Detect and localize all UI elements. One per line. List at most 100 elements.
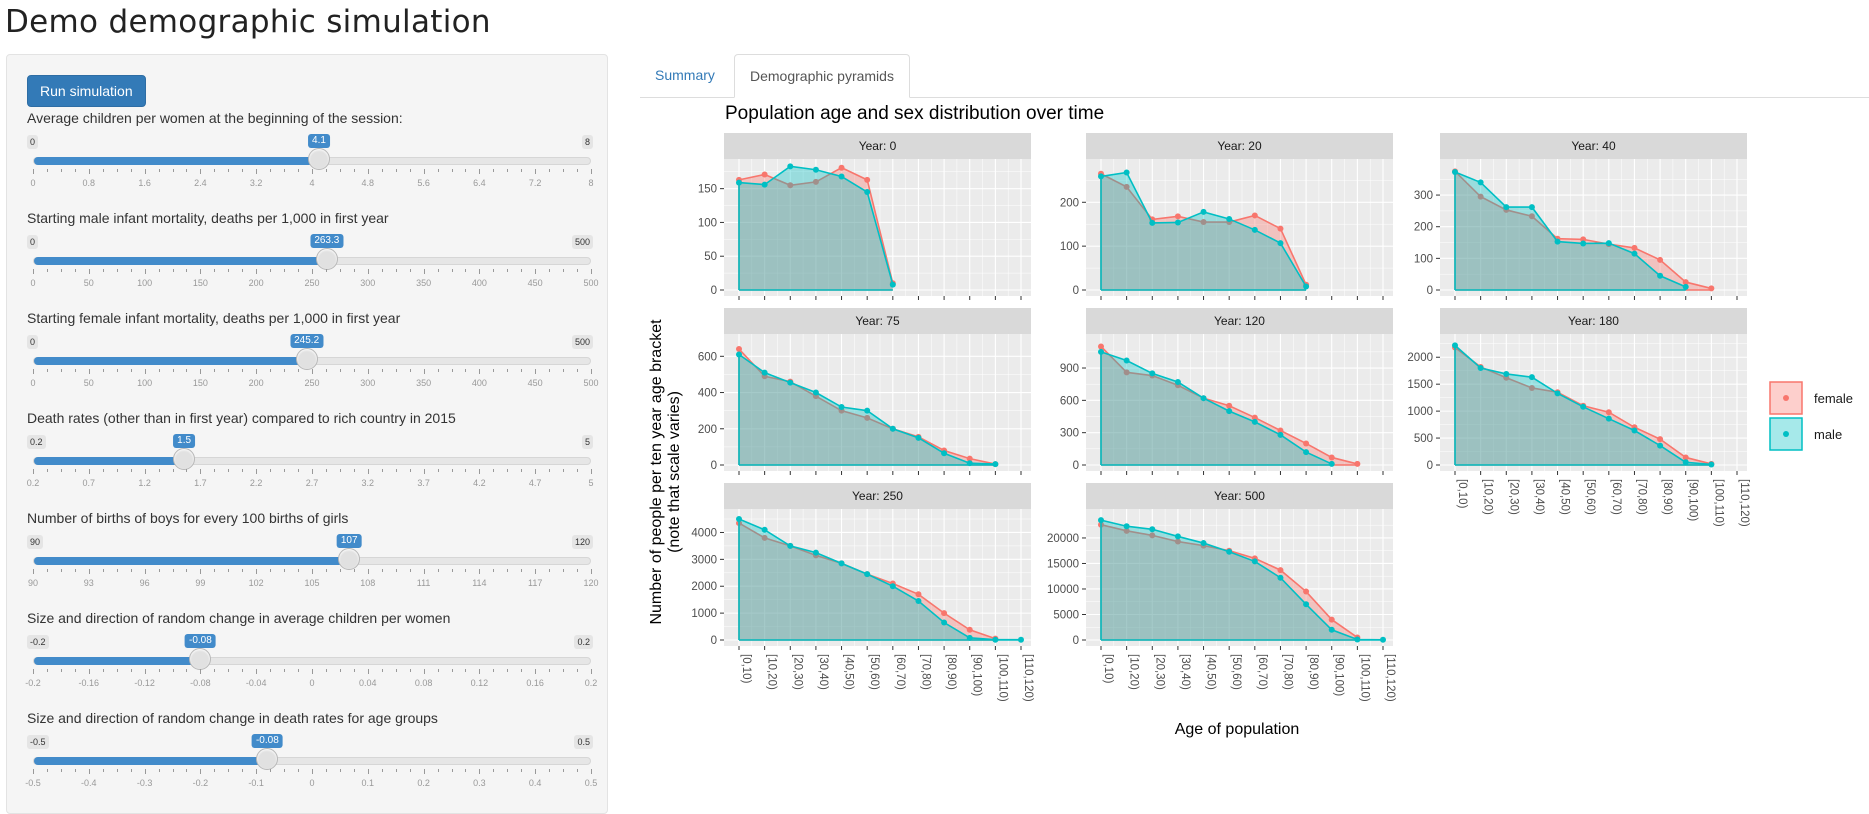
slider-tick-label: 105 bbox=[304, 578, 320, 588]
tab-summary[interactable]: Summary bbox=[655, 67, 715, 83]
female-point bbox=[1303, 440, 1310, 447]
slider-handle[interactable] bbox=[189, 648, 212, 670]
slider-tick bbox=[242, 769, 244, 772]
facet-panel: Year: 0 0 50 100 150 bbox=[698, 133, 1031, 300]
range-slider[interactable]: 0 500 245.2 0 50 100 150 200 250 300 350 400 450 500 bbox=[27, 334, 599, 405]
slider-tick bbox=[214, 169, 216, 172]
slider-tick bbox=[493, 269, 495, 272]
slider-handle[interactable] bbox=[315, 248, 338, 270]
male-point bbox=[1631, 427, 1638, 434]
facet-panel: Year: 120 0 300 600 900 bbox=[1060, 308, 1393, 475]
x-tick-label: [110,120) bbox=[1384, 654, 1396, 702]
range-slider[interactable]: 0.2 5 1.5 0.2 0.7 1.2 1.7 2.2 2.7 3.2 3.7 4.2 4.7 5 bbox=[27, 434, 597, 505]
slider-tick bbox=[74, 669, 76, 672]
male-point bbox=[1354, 636, 1361, 643]
slider-tick-label: 6.4 bbox=[473, 178, 486, 188]
x-tick-label: [100,110) bbox=[996, 654, 1008, 702]
slider-tick bbox=[88, 569, 90, 574]
tab-demographic-pyramids[interactable]: Demographic pyramids bbox=[734, 54, 910, 98]
slider-tick bbox=[228, 669, 230, 672]
slider-handle[interactable] bbox=[295, 348, 318, 370]
slider-tick bbox=[325, 169, 327, 172]
slider-tick bbox=[130, 269, 132, 272]
slider-track[interactable] bbox=[33, 457, 591, 465]
slider-tick bbox=[186, 769, 188, 772]
female-point bbox=[966, 626, 973, 633]
slider-tick bbox=[144, 469, 146, 474]
female-point bbox=[1149, 532, 1156, 539]
slider-tick bbox=[353, 469, 355, 472]
slider-tick bbox=[395, 469, 397, 472]
slider-tick bbox=[325, 569, 327, 572]
facet-strip bbox=[724, 133, 1031, 159]
slider-tick bbox=[130, 169, 132, 172]
slider-tick bbox=[116, 269, 118, 272]
slider-tick bbox=[465, 669, 467, 672]
slider-tick bbox=[395, 569, 397, 572]
slider-tick bbox=[339, 769, 341, 772]
slider-tick-label: 350 bbox=[416, 278, 432, 288]
slider-track[interactable] bbox=[33, 257, 591, 265]
slider-handle[interactable] bbox=[307, 148, 330, 170]
slider-tick bbox=[284, 769, 286, 772]
slider-track[interactable] bbox=[33, 657, 591, 665]
range-slider[interactable]: 0 8 4.1 0 0.8 1.6 2.4 3.2 4 4.8 5.6 6.4 7.2 8 bbox=[27, 134, 597, 205]
slider-tick bbox=[46, 269, 48, 272]
slider-tick bbox=[312, 669, 313, 674]
slider-tick bbox=[270, 469, 272, 472]
slider-tick bbox=[228, 269, 230, 272]
slider-label: Starting female infant mortality, deaths… bbox=[27, 310, 401, 326]
female-point bbox=[1251, 414, 1258, 421]
slider-tick bbox=[270, 569, 272, 572]
slider-handle[interactable] bbox=[173, 448, 196, 470]
y-tick-label: 600 bbox=[698, 351, 717, 363]
slider-tick bbox=[437, 569, 439, 572]
facet-background bbox=[1086, 159, 1393, 296]
female-point bbox=[864, 414, 871, 421]
range-slider[interactable]: -0.5 0.5 -0.08 -0.5 -0.4 -0.3 -0.2 -0.1 0 0.1 0.2 0… bbox=[25, 734, 597, 805]
range-slider[interactable]: -0.2 0.2 -0.08 -0.2 -0.16 -0.12 -0.08 -0.04 0 0.0… bbox=[25, 634, 597, 705]
x-tick-label: [80,90) bbox=[1661, 479, 1673, 515]
slider-tick bbox=[465, 269, 467, 272]
male-line bbox=[1100, 351, 1333, 465]
slider-track[interactable] bbox=[33, 757, 591, 765]
legend-point-male bbox=[1783, 431, 1789, 437]
slider-tick bbox=[465, 469, 467, 472]
male-point bbox=[1528, 204, 1535, 211]
male-point bbox=[1098, 173, 1104, 180]
slider-track[interactable] bbox=[33, 557, 591, 565]
slider-tick bbox=[312, 369, 313, 374]
slider-tick bbox=[535, 269, 537, 274]
slider-tick-label: 0 bbox=[30, 178, 36, 188]
slider-tick-label: 4.8 bbox=[361, 178, 375, 188]
male-point bbox=[1328, 626, 1335, 633]
range-slider[interactable]: 90 120 107 90 93 96 99 102 105 108 111 114 117 120 bbox=[27, 534, 599, 605]
slider-tick bbox=[186, 369, 188, 372]
y-tick-label: 50 bbox=[704, 251, 717, 263]
male-point bbox=[889, 425, 896, 432]
slider-label: Death rates (other than in first year) c… bbox=[27, 410, 456, 426]
slider-tick bbox=[591, 369, 592, 374]
range-slider[interactable]: 0 500 263.3 0 50 100 150 200 250 300 350 400 450 500 bbox=[27, 234, 599, 305]
run-simulation-button[interactable]: Run simulation bbox=[27, 75, 146, 107]
slider-tick-label: -0.2 bbox=[25, 678, 41, 688]
male-point bbox=[1149, 526, 1156, 533]
slider-tick bbox=[591, 169, 592, 174]
x-tick-label: [110,120) bbox=[1738, 479, 1750, 527]
legend-label-female: female bbox=[1814, 391, 1853, 406]
slider-tick-label: 93 bbox=[83, 578, 94, 588]
slider-max-label: 5 bbox=[581, 435, 593, 449]
slider-handle[interactable] bbox=[338, 548, 361, 570]
slider-tick bbox=[74, 369, 76, 372]
slider-handle[interactable] bbox=[256, 748, 279, 770]
slider-tick bbox=[521, 569, 523, 572]
slider-tick bbox=[158, 469, 160, 472]
female-point bbox=[1200, 219, 1207, 226]
slider-tick bbox=[130, 569, 132, 572]
slider-ticks: 0 50 100 150 200 250 300 350 400 450 500 bbox=[30, 269, 599, 289]
slider-value-badge: 263.3 bbox=[310, 234, 344, 248]
slider-tick bbox=[60, 369, 62, 372]
slider-ticks: 0.2 0.7 1.2 1.7 2.2 2.7 3.2 3.7 4.2 4.7 5 bbox=[27, 469, 594, 489]
slider-tick bbox=[535, 469, 537, 474]
slider-tick bbox=[577, 569, 579, 572]
